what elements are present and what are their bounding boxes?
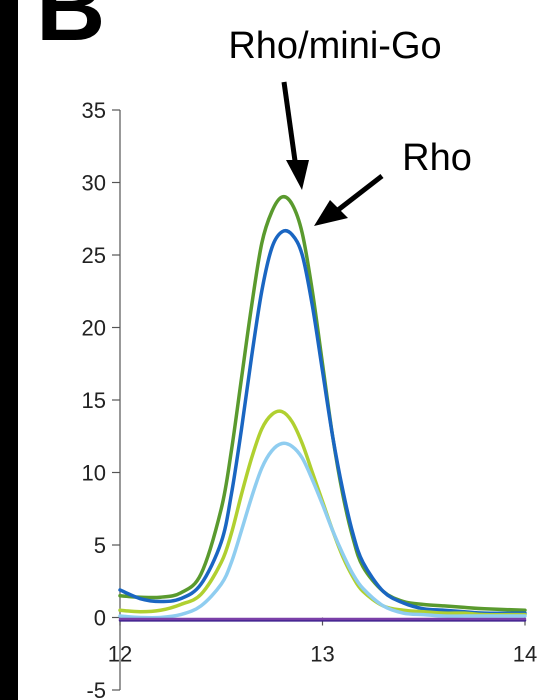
annotation-rho-mini-go: Rho/mini-Go bbox=[228, 25, 441, 67]
series-line-4 bbox=[118, 441, 527, 620]
y-tick-label: 20 bbox=[82, 316, 106, 341]
arrow-rho-mini-go-head bbox=[286, 160, 309, 190]
panel-frame-left bbox=[0, 0, 18, 700]
y-tick-label: 5 bbox=[94, 533, 106, 558]
x-tick-label: 12 bbox=[108, 642, 132, 667]
y-tick-label: 25 bbox=[82, 243, 106, 268]
annotations: Rho/mini-Go Rho bbox=[228, 25, 472, 226]
arrow-rho-head bbox=[314, 200, 348, 226]
annotation-rho: Rho bbox=[402, 137, 472, 179]
series-layer bbox=[118, 194, 527, 622]
panel-letter: B bbox=[36, 0, 105, 61]
y-tick-label: 10 bbox=[82, 461, 106, 486]
series-line-1 bbox=[118, 194, 527, 612]
x-ticks: 12 13 14 bbox=[108, 617, 537, 667]
y-tick-label: 30 bbox=[82, 171, 106, 196]
x-tick-label: 13 bbox=[310, 642, 334, 667]
series-line-3 bbox=[118, 409, 527, 617]
series-line-2 bbox=[118, 228, 527, 616]
arrow-rho-mini-go-shaft bbox=[281, 81, 299, 169]
y-tick-label: 15 bbox=[82, 388, 106, 413]
y-tick-label: 0 bbox=[94, 606, 106, 631]
x-tick-label: 14 bbox=[513, 642, 537, 667]
y-tick-label: 35 bbox=[82, 98, 106, 123]
y-ticks: -5 0 5 10 15 20 25 30 35 bbox=[82, 98, 120, 700]
y-tick-label: -5 bbox=[86, 678, 106, 700]
arrow-rho-shaft bbox=[336, 174, 384, 212]
